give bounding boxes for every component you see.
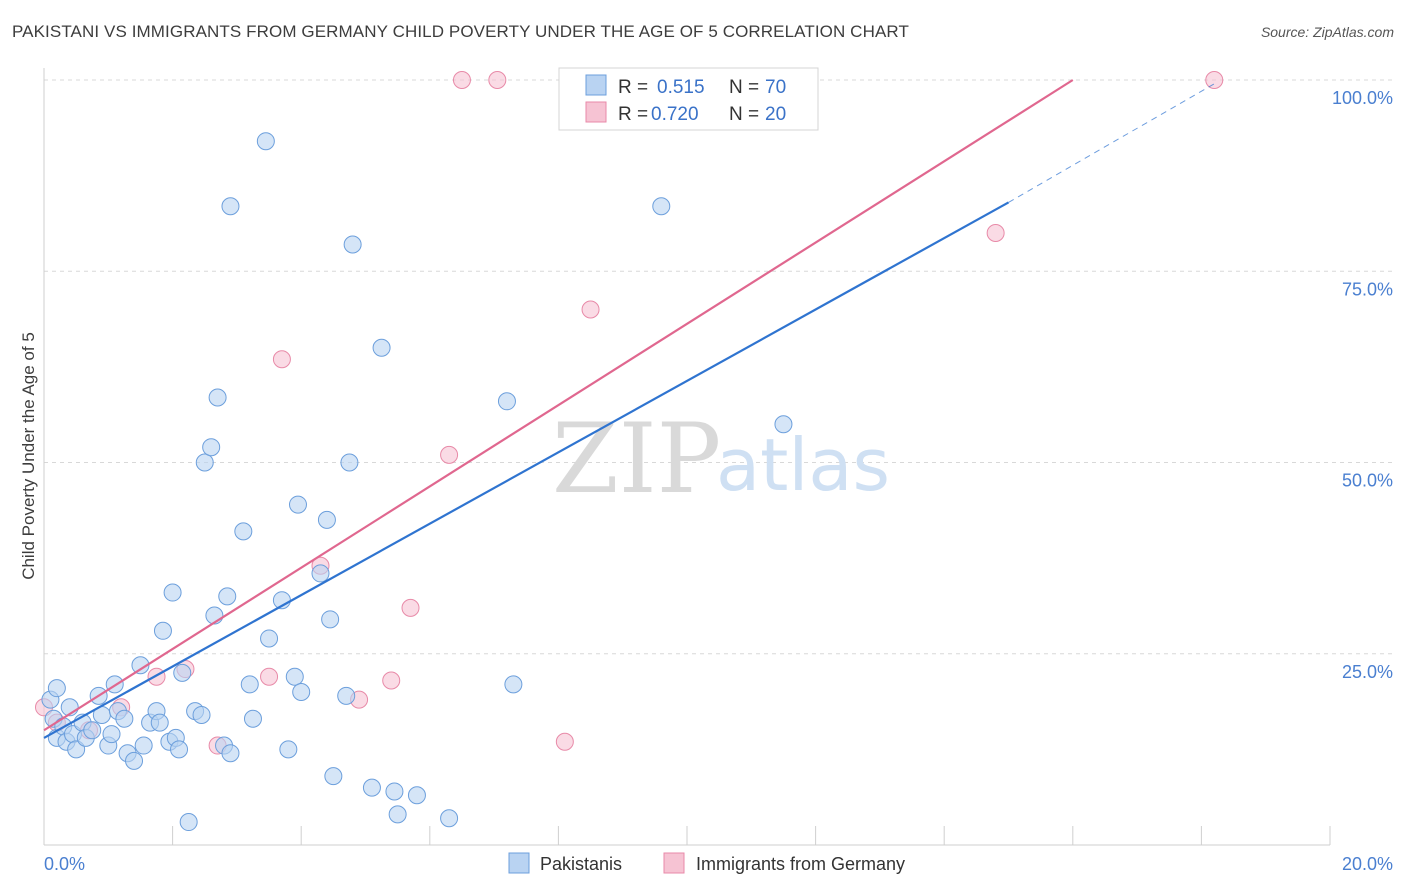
pakistanis-point: [163, 583, 182, 602]
pakistanis-point: [324, 767, 343, 786]
y-tick-label-100: 100.0%: [1332, 88, 1393, 108]
germany-point: [488, 71, 507, 89]
legend-r-label-2: R =: [618, 104, 648, 125]
pakistanis-point: [115, 709, 134, 728]
x-tick-label-max: 20.0%: [1342, 854, 1393, 874]
pakistanis-point: [279, 740, 298, 759]
pakistanis-point: [173, 663, 192, 682]
bottom-legend: Pakistanis Immigrants from Germany: [508, 852, 905, 874]
pakistanis-point: [311, 564, 330, 583]
pakistanis-point: [208, 388, 227, 407]
germany-point: [581, 300, 600, 319]
pakistanis-point: [340, 453, 359, 472]
pakistanis-point: [170, 740, 189, 759]
bottom-legend-swatch-pakistanis: [508, 852, 530, 874]
germany-point: [272, 350, 291, 369]
pakistanis-point: [292, 683, 311, 701]
pakistanis-point: [652, 197, 671, 216]
pakistanis-point: [221, 744, 240, 763]
bottom-legend-label-pakistanis: Pakistanis: [540, 854, 622, 874]
pakistanis-point: [243, 709, 262, 728]
pakistanis-point: [134, 736, 153, 755]
germany-point: [260, 667, 279, 686]
pakistanis-point: [195, 453, 214, 472]
x-tick-label-min: 0.0%: [44, 854, 85, 874]
pakistanis-point: [202, 438, 221, 457]
legend-r-label-1: R =: [618, 77, 648, 98]
germany-point: [440, 445, 459, 464]
germany-point: [1205, 71, 1224, 89]
legend: R = 0.515 N = 70 R = 0.720 N = 20: [558, 67, 819, 131]
pakistanis-point: [221, 197, 240, 216]
watermark-atlas: atlas: [716, 423, 890, 507]
germany-point: [555, 732, 574, 751]
pakistanis-point: [388, 805, 407, 824]
bottom-legend-swatch-germany: [663, 852, 685, 874]
germany-point: [986, 224, 1005, 242]
bottom-legend-label-germany: Immigrants from Germany: [696, 854, 905, 874]
pakistanis-point: [179, 813, 198, 832]
pakistanis-point: [285, 667, 304, 686]
x-tick-marks: [172, 826, 1331, 845]
legend-r-value-2: 0.720: [651, 104, 699, 125]
germany-trend-line: [43, 79, 1074, 732]
germany-point: [382, 671, 401, 690]
pakistanis-point: [385, 782, 404, 801]
pakistanis-point: [153, 621, 172, 640]
pakistanis-point: [125, 751, 144, 770]
y-axis-title: Child Poverty Under the Age of 5: [19, 332, 38, 580]
y-tick-label-25: 25.0%: [1342, 662, 1393, 682]
pakistanis-point: [83, 721, 102, 740]
pakistanis-point: [67, 740, 86, 759]
pakistanis-point: [774, 415, 793, 434]
trend-lines: [43, 79, 1215, 739]
legend-swatch-germany: [585, 101, 607, 123]
source-credit: Source: ZipAtlas.com: [1260, 24, 1394, 40]
pakistanis-point: [288, 495, 307, 514]
pakistanis-point: [440, 809, 459, 828]
germany-point: [401, 598, 420, 617]
y-tick-label-75: 75.0%: [1342, 279, 1393, 299]
pakistanis-point: [256, 132, 275, 151]
pakistanis-point: [192, 705, 211, 724]
pakistanis-point: [47, 679, 66, 698]
watermark: ZIP atlas: [552, 403, 890, 515]
chart-title: PAKISTANI VS IMMIGRANTS FROM GERMANY CHI…: [12, 22, 909, 41]
y-tick-label-50: 50.0%: [1342, 471, 1393, 491]
legend-n-label-1: N =: [729, 77, 759, 98]
pakistanis-point: [150, 713, 169, 732]
pakistanis-points: [41, 132, 793, 832]
germany-point: [452, 71, 471, 89]
pakistanis-trend-line: [43, 201, 1010, 739]
pakistanis-point: [372, 338, 391, 357]
legend-n-value-1: 70: [765, 77, 786, 98]
watermark-zip: ZIP: [552, 403, 721, 515]
germany-point: [147, 667, 166, 686]
legend-n-value-2: 20: [765, 104, 786, 125]
pakistanis-point: [240, 675, 259, 694]
pakistanis-point: [102, 725, 121, 744]
pakistanis-point: [321, 610, 340, 629]
pakistanis-point: [260, 629, 279, 648]
pakistanis-point: [131, 656, 150, 675]
pakistanis-point: [362, 778, 381, 797]
y-tick-labels: 25.0% 50.0% 75.0% 100.0%: [1332, 88, 1393, 682]
grid-lines: [44, 79, 1393, 655]
pakistanis-point: [317, 510, 336, 529]
pakistanis-point: [343, 235, 362, 254]
legend-r-value-1: 0.515: [657, 77, 705, 98]
pakistanis-point: [504, 675, 523, 694]
legend-n-label-2: N =: [729, 104, 759, 125]
pakistanis-point: [407, 786, 426, 805]
pakistanis-point: [497, 392, 516, 411]
pakistanis-point: [234, 522, 253, 541]
pakistanis-point: [218, 587, 237, 606]
legend-swatch-pakistanis: [585, 74, 607, 96]
pakistanis-point: [337, 686, 356, 705]
